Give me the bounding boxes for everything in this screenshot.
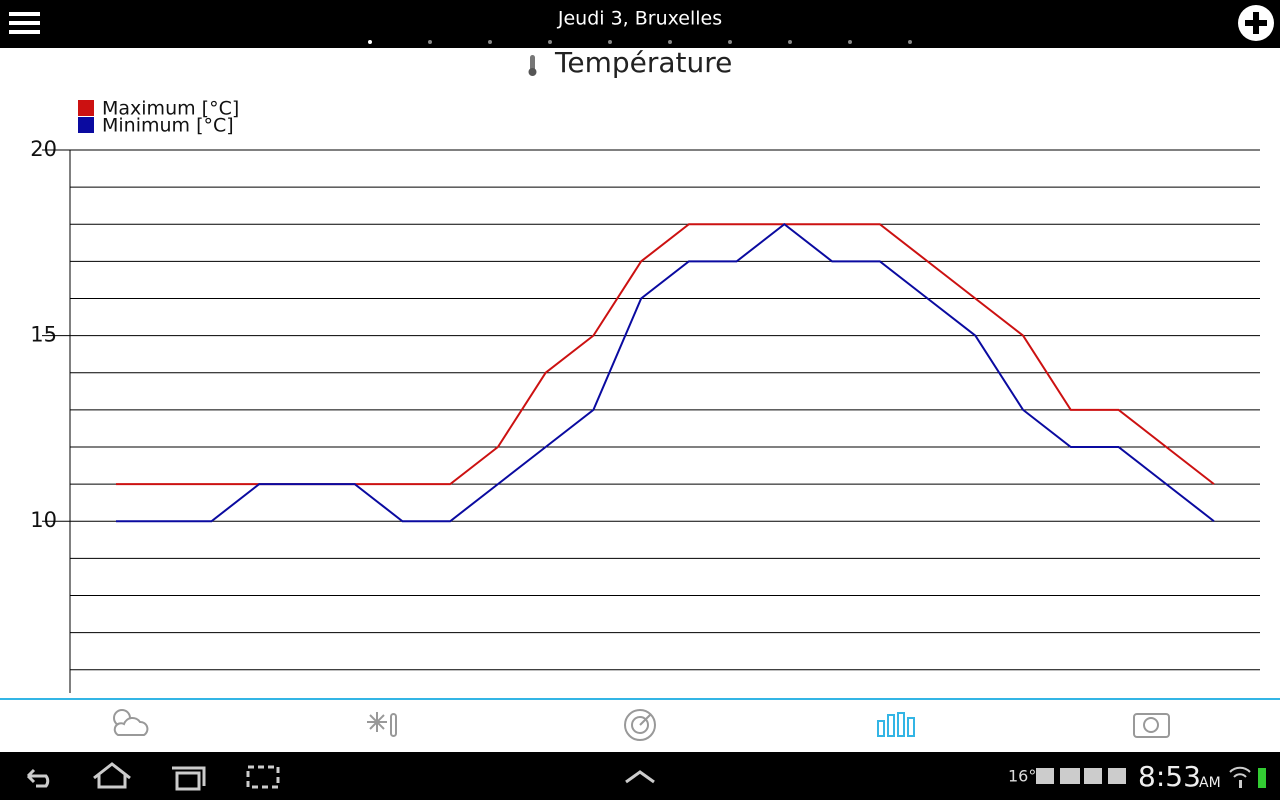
status-meridiem: AM (1199, 775, 1221, 791)
status-temperature: 16° (1008, 767, 1036, 786)
y-tick-label: 10 (30, 508, 57, 532)
radar-tab[interactable] (624, 709, 656, 741)
up-button[interactable] (625, 770, 655, 784)
page-dots (368, 40, 912, 44)
legend-swatch (78, 117, 94, 133)
chart-tab[interactable] (877, 712, 915, 737)
video-tab[interactable] (1133, 713, 1170, 738)
legend-label: Minimum [°C] (102, 115, 234, 137)
app-bar (0, 0, 1280, 48)
cold-tab[interactable] (367, 712, 397, 737)
y-tick-label: 15 (30, 323, 57, 347)
thermometer-icon (528, 55, 537, 76)
status-time: 8:53 (1138, 760, 1201, 793)
home-button[interactable] (93, 762, 131, 789)
chart-title: Température (554, 46, 732, 79)
recents-button[interactable] (172, 766, 206, 791)
status-signal (1229, 766, 1266, 788)
y-tick-label: 20 (30, 137, 57, 161)
app-title: Jeudi 3, Bruxelles (557, 8, 722, 30)
add-button[interactable] (1238, 5, 1274, 41)
screenshot-button[interactable] (246, 765, 280, 789)
legend-label: Maximum [°C] (102, 98, 239, 120)
status-icons (1036, 768, 1126, 784)
menu-button[interactable] (9, 12, 40, 34)
back-button[interactable] (26, 768, 50, 788)
series-line (116, 222, 1215, 523)
series-line (116, 223, 1215, 486)
forecast-tab[interactable] (113, 709, 149, 736)
legend-swatch (78, 100, 94, 116)
